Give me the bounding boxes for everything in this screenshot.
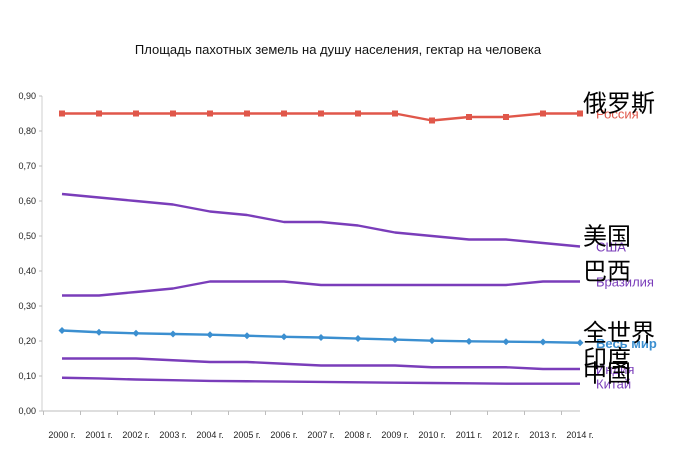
data-point <box>170 110 176 117</box>
data-point <box>355 110 361 117</box>
data-point <box>465 337 473 345</box>
series-line <box>62 357 580 371</box>
series-line <box>61 192 581 248</box>
data-point <box>318 110 324 117</box>
data-point <box>428 337 436 345</box>
series-annotation-label: 俄罗斯 <box>583 90 655 118</box>
series-annotation-label: 中国 <box>583 360 631 388</box>
series-annotation-label: 美国 <box>583 223 631 251</box>
data-point <box>429 117 435 124</box>
data-point <box>539 338 547 346</box>
data-point <box>540 110 546 117</box>
y-tick-label: 0,40 <box>18 266 36 276</box>
data-point <box>207 110 213 117</box>
series-annotation-label: 全世界 <box>583 319 655 347</box>
series-name-label: Индия <box>596 362 634 377</box>
x-tick-label: 2004 г. <box>196 430 223 440</box>
series-name-label: Россия <box>596 107 639 122</box>
x-tick-label: 2012 г. <box>492 430 519 440</box>
x-tick-label: 2014 г. <box>566 430 593 440</box>
x-tick-label: 2000 г. <box>48 430 75 440</box>
series-name-label: Бразилия <box>596 275 654 290</box>
data-point <box>244 110 250 117</box>
x-tick-label: 2008 г. <box>344 430 371 440</box>
data-point <box>392 110 398 117</box>
data-point <box>354 335 362 343</box>
series-annotation-label: 巴西 <box>583 258 631 286</box>
data-point <box>243 332 251 340</box>
y-tick-label: 0,00 <box>18 406 36 416</box>
series-name-label: Весь мир <box>596 336 657 351</box>
data-point <box>169 330 177 338</box>
data-point <box>317 334 325 341</box>
y-tick-label: 0,70 <box>18 161 36 171</box>
x-tick-label: 2003 г. <box>159 430 186 440</box>
y-tick-label: 0,20 <box>18 336 36 346</box>
data-point <box>133 110 139 117</box>
x-tick-label: 2007 г. <box>307 430 334 440</box>
x-tick-label: 2010 г. <box>418 430 445 440</box>
data-point <box>391 336 399 344</box>
series-name-label: Китай <box>596 377 631 392</box>
series-name-label: США <box>596 240 626 255</box>
chart-title: Площадь пахотных земель на душу населени… <box>135 42 542 57</box>
y-tick-label: 0,60 <box>18 196 36 206</box>
x-tick-label: 2011 г. <box>456 430 483 440</box>
data-point <box>132 329 140 337</box>
data-point <box>280 333 288 341</box>
data-point <box>95 328 103 336</box>
series-line <box>61 376 580 385</box>
data-point <box>466 114 472 120</box>
data-point <box>96 110 102 117</box>
x-tick-label: 2006 г. <box>270 430 297 440</box>
data-point <box>502 338 510 346</box>
data-point <box>58 327 66 334</box>
y-tick-label: 0,90 <box>18 91 36 101</box>
data-point <box>576 339 584 347</box>
data-point <box>577 110 583 117</box>
series-annotation-label: 印度 <box>583 345 631 373</box>
y-tick-label: 0,80 <box>18 126 36 136</box>
data-point <box>503 114 509 120</box>
y-tick-label: 0,50 <box>18 231 36 241</box>
data-point <box>206 331 214 339</box>
x-tick-label: 2001 г. <box>85 430 112 440</box>
x-tick-label: 2005 г. <box>233 430 260 440</box>
data-point <box>281 110 287 117</box>
data-point <box>59 110 65 117</box>
x-tick-label: 2013 г. <box>529 430 556 440</box>
y-tick-label: 0,10 <box>18 371 36 381</box>
y-tick-label: 0,30 <box>18 301 36 311</box>
x-tick-label: 2009 г. <box>381 430 408 440</box>
x-tick-label: 2002 г. <box>122 430 149 440</box>
series-line <box>62 280 580 297</box>
